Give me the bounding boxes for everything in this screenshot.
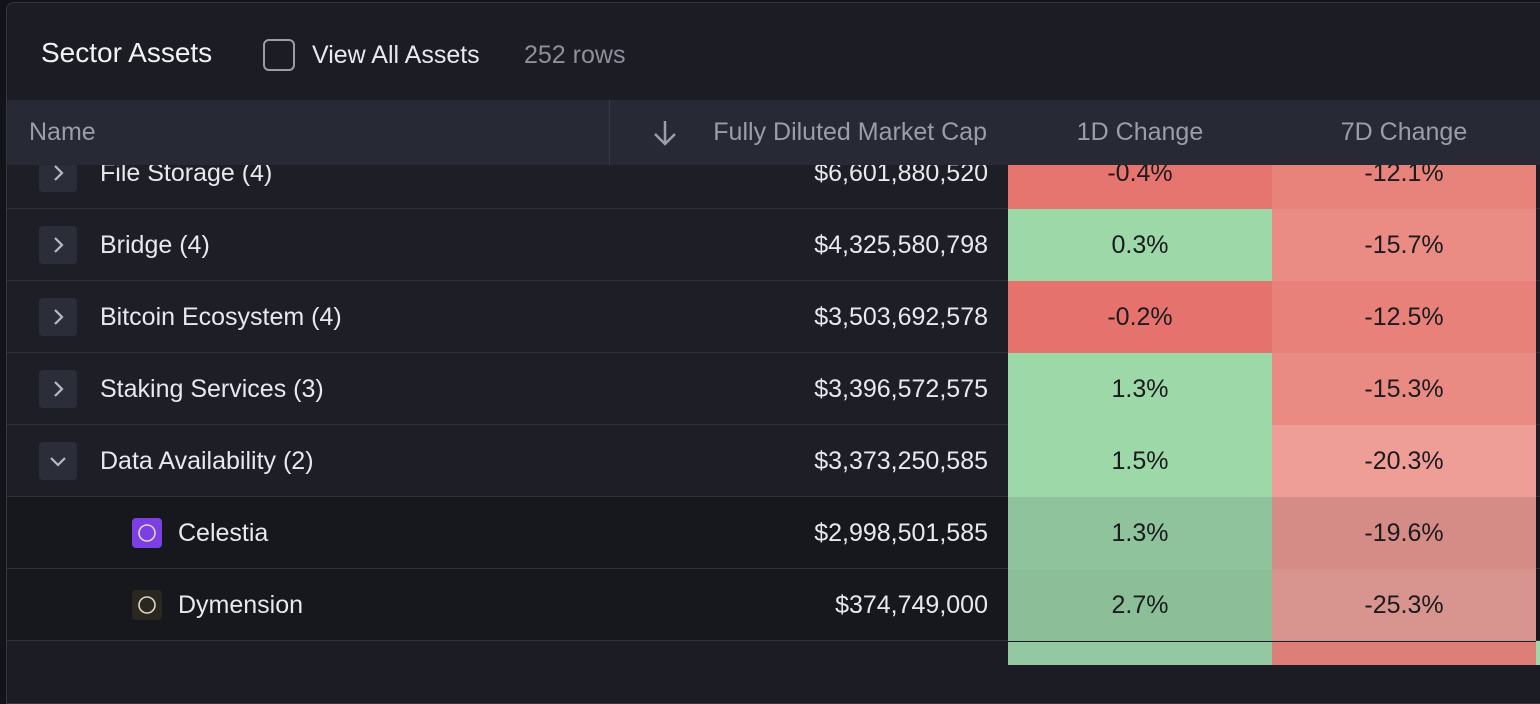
expand-button[interactable] [39, 165, 77, 192]
table-row[interactable]: Bitcoin Ecosystem (4) $3,503,692,578 -0.2%… [7, 281, 1540, 353]
change-7d: -25.3% [1272, 569, 1536, 641]
change-1d: 2.7% [1008, 569, 1272, 641]
change-1d: 1.5% [1008, 425, 1272, 497]
asset-icon [132, 590, 162, 620]
row-name: Bitcoin Ecosystem (4) [100, 303, 342, 331]
market-cap: $4,325,580,798 [814, 231, 988, 259]
change-7d: -19.6% [1272, 497, 1536, 569]
divider [609, 100, 610, 166]
change-7d: -15.7% [1272, 209, 1536, 281]
cell-bg [1272, 642, 1536, 665]
checkbox[interactable] [263, 39, 295, 71]
row-name: Data Availability (2) [100, 447, 314, 475]
sort-icon[interactable] [651, 118, 679, 148]
market-cap: $2,998,501,585 [814, 519, 988, 547]
table-header: Name Fully Diluted Market Cap 1D Change … [7, 100, 1540, 166]
market-cap: $3,396,572,575 [814, 375, 988, 403]
table-row[interactable]: Data Availability (2) $3,373,250,585 1.5% -… [7, 425, 1540, 497]
change-1d: -0.2% [1008, 281, 1272, 353]
asset-icon [132, 518, 162, 548]
table-row[interactable]: File Storage (4) $6,601,880,520 -0.4% -12.1… [7, 165, 1540, 209]
change-1d: 1.3% [1008, 353, 1272, 425]
column-header[interactable]: 1D Change [1076, 118, 1204, 146]
table-row[interactable]: Bridge (4) $4,325,580,798 0.3% -15.7% [7, 209, 1540, 281]
change-1d: -0.4% [1008, 165, 1272, 209]
market-cap: $3,503,692,578 [814, 303, 988, 331]
change-7d: -15.3% [1272, 353, 1536, 425]
expand-button[interactable] [39, 226, 77, 264]
market-cap: $3,373,250,585 [814, 447, 988, 475]
change-1d: 0.3% [1008, 209, 1272, 281]
page: Sector Assets View All Assets 252 rows N… [6, 2, 1540, 704]
change-7d: -12.1% [1272, 165, 1536, 209]
change-7d: -20.3% [1272, 425, 1536, 497]
title: Sector Assets [41, 37, 213, 68]
table-row[interactable]: Staking Services (3) $3,396,572,575 1.3% -1… [7, 353, 1540, 425]
panel: Sector Assets View All Assets 252 rows N… [6, 2, 1540, 704]
row-name: Celestia [178, 519, 269, 547]
row-name: Bridge (4) [100, 231, 210, 259]
row-name: Staking Services (3) [100, 375, 324, 403]
market-cap: $374,749,000 [835, 591, 988, 619]
change-7d: -12.5% [1272, 281, 1536, 353]
table-body: File Storage (4) $6,601,880,520 -0.4% -12.1… [7, 165, 1540, 665]
column-header[interactable]: Fully Diluted Market Cap [713, 118, 987, 146]
checkbox-label[interactable]: View All Assets [312, 41, 480, 69]
row-name: File Storage (4) [100, 165, 273, 187]
column-header[interactable]: Name [29, 118, 96, 146]
change-1d: 1.3% [1008, 497, 1272, 569]
expand-button[interactable] [39, 298, 77, 336]
table-row[interactable]: Celestia $2,998,501,585 1.3% -19.6% [7, 497, 1540, 569]
market-cap: $6,601,880,520 [814, 165, 988, 187]
row-count: 252 rows [524, 41, 626, 69]
table-row[interactable]: Dymension $374,749,000 2.7% -25.3% [7, 569, 1540, 641]
expand-button[interactable] [39, 370, 77, 408]
expand-button[interactable] [39, 442, 77, 480]
cell-bg [1008, 642, 1272, 665]
row-name: Dymension [178, 591, 304, 619]
column-header[interactable]: 7D Change [1340, 118, 1468, 146]
